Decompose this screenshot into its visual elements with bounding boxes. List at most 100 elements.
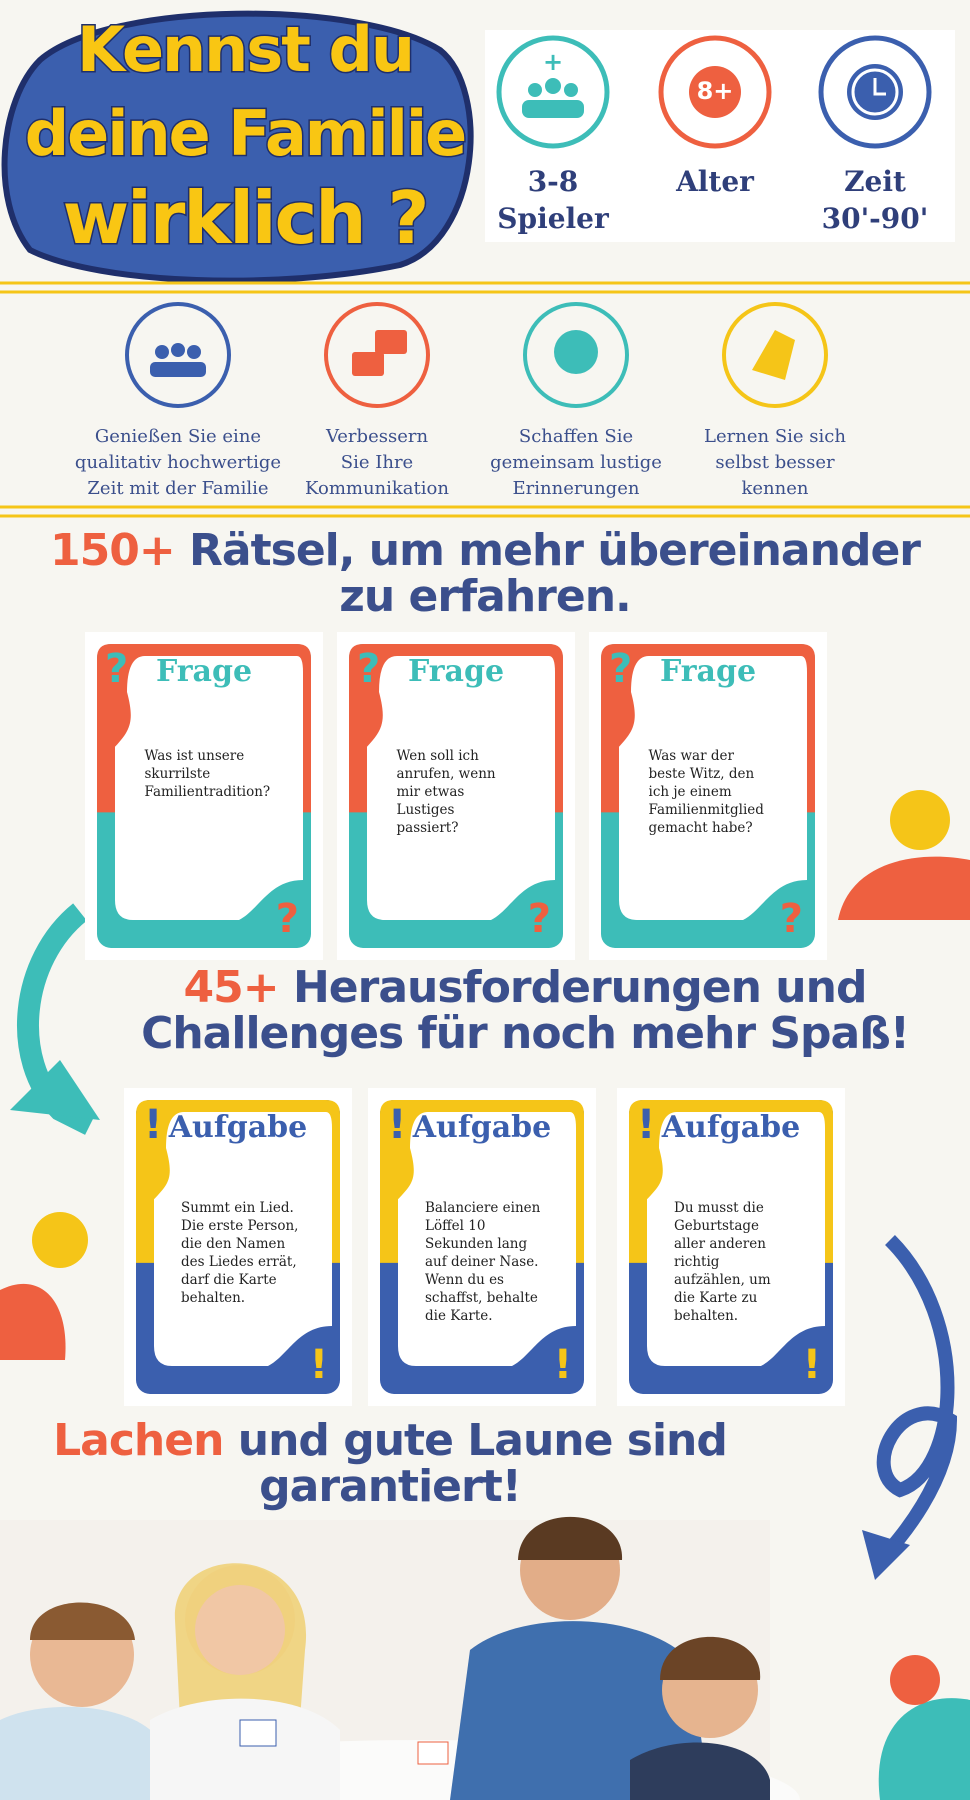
card-text: Was war der beste Witz, den ich je einem… xyxy=(648,747,764,836)
title-line: Kennst du xyxy=(76,12,417,88)
benefit-label: Genießen Sie eine qualitativ hochwertige Z… xyxy=(63,424,293,502)
heading: 150+ Rätsel, um mehr übereinander zu erfa… xyxy=(0,528,970,620)
blob xyxy=(838,856,970,920)
heading-line: Herausforderungen und xyxy=(292,962,867,1013)
title-line: deine Familie xyxy=(23,96,468,172)
clock-hands xyxy=(873,78,886,96)
benefit-line: Zeit mit der Familie xyxy=(87,478,269,499)
heading: Lachen und gute Laune sind garantiert! xyxy=(0,1418,780,1510)
card-mark: ? xyxy=(527,896,551,942)
card-mark: ! xyxy=(637,1102,656,1148)
people-icon xyxy=(522,78,584,118)
heading-line: Rätsel, um mehr übereinander xyxy=(189,525,921,576)
stat-line: 3-8 xyxy=(527,165,579,198)
card-art xyxy=(589,632,827,960)
benefit-line: Kommunikation xyxy=(305,478,449,499)
heading-line: zu erfahren. xyxy=(339,571,632,622)
arrow-head xyxy=(862,1530,910,1580)
stat-label: Alter xyxy=(640,163,790,200)
benefit-icon xyxy=(125,302,231,408)
title: Kennst du deine Familie wirklich ? xyxy=(20,8,470,262)
benefit-line: qualitativ hochwertige xyxy=(74,452,282,473)
stat-line: Spieler xyxy=(497,202,609,235)
card: Aufgabe ! ! Du musst die Geburtstage all… xyxy=(617,1088,845,1406)
card-face xyxy=(647,1112,825,1366)
heading-line: Challenges für noch mehr Spaß! xyxy=(141,1008,910,1059)
stat-line: 30'-90' xyxy=(821,202,929,235)
stat-icon xyxy=(689,66,741,118)
card-art xyxy=(617,1088,845,1406)
highlight: 150+ xyxy=(50,525,176,576)
card-face xyxy=(115,656,303,920)
card: Frage ? ? Wen soll ich anrufen, wenn mir… xyxy=(337,632,575,960)
benefit-label: Lernen Sie sich selbst besser kennen xyxy=(660,424,890,502)
highlight: Lachen xyxy=(53,1415,224,1466)
card-text: Balanciere einen Löffel 10 Sekunden lang… xyxy=(425,1200,541,1325)
benefit-icon xyxy=(324,302,430,408)
benefit-glyph xyxy=(150,343,206,377)
heading-line: garantiert! xyxy=(259,1461,522,1512)
card-face xyxy=(619,656,807,920)
card-mark: ? xyxy=(105,646,129,692)
benefit-line: Erinnerungen xyxy=(512,478,640,499)
benefit-glyph xyxy=(752,330,795,380)
clock xyxy=(851,68,899,116)
card: Aufgabe ! ! Balanciere einen Löffel 10 S… xyxy=(368,1088,596,1406)
photo xyxy=(0,1516,800,1800)
benefit-line: Genießen Sie eine xyxy=(94,426,262,447)
stat-icon xyxy=(818,35,932,149)
title-blob xyxy=(1,10,474,284)
benefit-line: selbst besser xyxy=(715,452,835,473)
arrow-head xyxy=(10,1060,100,1120)
stat-icon xyxy=(658,35,772,149)
benefit-label: Schaffen Sie gemeinsam lustige Erinnerunge… xyxy=(461,424,691,502)
divider xyxy=(0,281,970,518)
stat-label: Zeit 30'-90' xyxy=(800,163,950,237)
card-label: Aufgabe xyxy=(412,1110,552,1145)
card-mark: ! xyxy=(144,1102,163,1148)
heading: 45+ Herausforderungen und Challenges für … xyxy=(80,965,970,1057)
card-text: Was ist unsere skurrilste Familientradit… xyxy=(144,747,271,800)
card-label: Aufgabe xyxy=(661,1110,801,1145)
blob xyxy=(0,1283,66,1360)
card: Frage ? ? Was ist unsere skurrilste Fami… xyxy=(85,632,323,960)
card: Frage ? ? Was war der beste Witz, den ic… xyxy=(589,632,827,960)
benefit-line: Verbessern xyxy=(325,426,429,447)
card-mark: ! xyxy=(309,1342,328,1388)
benefit-glyph xyxy=(352,330,407,376)
card-mark: ! xyxy=(802,1342,821,1388)
card-face xyxy=(154,1112,332,1366)
card-text: Du musst die Geburtstage aller anderen r… xyxy=(674,1200,771,1325)
title-line: wirklich ? xyxy=(61,175,431,262)
card-mark: ? xyxy=(779,896,803,942)
stat-line: Alter xyxy=(676,165,754,198)
stat-icon-text: 8+ xyxy=(696,77,734,105)
card-mark: ? xyxy=(275,896,299,942)
card-mark: ! xyxy=(388,1102,407,1148)
card-label: Frage xyxy=(407,654,505,689)
card-art xyxy=(124,1088,352,1406)
highlight: 45+ xyxy=(183,962,280,1013)
stat-icon-text: + xyxy=(542,48,564,76)
card-art xyxy=(85,632,323,960)
card-mark: ? xyxy=(609,646,633,692)
card-text: Wen soll ich anrufen, wenn mir etwas Lus… xyxy=(396,747,496,836)
blob xyxy=(878,1698,970,1800)
benefit-line: Schaffen Sie xyxy=(518,426,634,447)
card-text: Summt ein Lied. Die erste Person, die de… xyxy=(181,1200,299,1307)
heading-line: und gute Laune sind xyxy=(237,1415,728,1466)
card-face xyxy=(398,1112,576,1366)
card-mark: ? xyxy=(357,646,381,692)
stat-icon xyxy=(496,35,610,149)
benefit-line: Lernen Sie sich xyxy=(704,426,846,447)
character xyxy=(890,790,950,850)
stat-line: Zeit xyxy=(844,165,906,198)
card-art xyxy=(368,1088,596,1406)
card-face xyxy=(367,656,555,920)
character xyxy=(32,1212,88,1268)
benefit-icon xyxy=(523,302,629,408)
character xyxy=(890,1655,940,1705)
card-mark: ! xyxy=(553,1342,572,1388)
